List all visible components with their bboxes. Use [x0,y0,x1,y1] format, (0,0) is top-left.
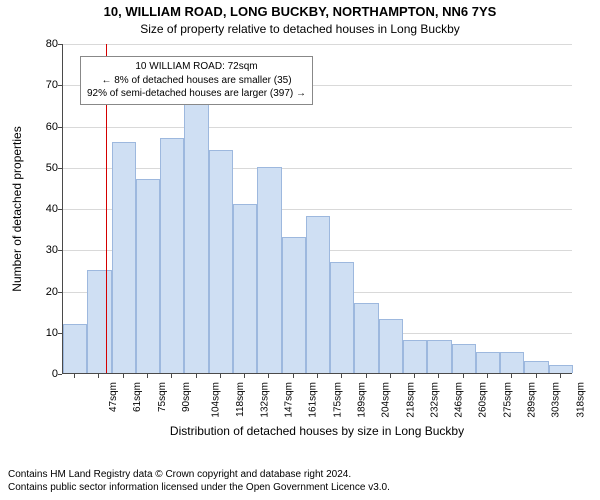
bar [354,303,378,373]
annotation-line: 10 WILLIAM ROAD: 72sqm [87,60,306,74]
y-tick-label: 50 [40,162,58,174]
x-tick-label: 161sqm [308,382,319,418]
x-tick-mark [123,374,124,378]
bar [233,204,257,373]
y-axis-label: Number of detached properties [10,126,24,291]
bar [136,179,160,373]
x-tick-mark [171,374,172,378]
bar [427,340,451,373]
footer-line-1: Contains HM Land Registry data © Crown c… [8,468,390,481]
x-tick-mark [366,374,367,378]
y-tick-label: 20 [40,286,58,298]
annotation-box: 10 WILLIAM ROAD: 72sqm← 8% of detached h… [80,56,313,105]
x-tick-label: 147sqm [284,382,295,418]
bar [476,352,500,373]
y-tick-label: 70 [40,79,58,91]
x-tick-mark [244,374,245,378]
bar [549,365,573,373]
x-tick-mark [511,374,512,378]
x-tick-label: 175sqm [332,382,343,418]
chart-title: 10, WILLIAM ROAD, LONG BUCKBY, NORTHAMPT… [0,4,600,19]
x-tick-label: 189sqm [357,382,368,418]
gridline [63,168,572,169]
x-tick-label: 275sqm [502,382,513,418]
bar [160,138,184,373]
x-tick-label: 204sqm [381,382,392,418]
annotation-line: 92% of semi-detached houses are larger (… [87,87,306,101]
x-tick-label: 232sqm [429,382,440,418]
x-tick-label: 90sqm [181,382,192,412]
y-tick-label: 30 [40,244,58,256]
x-tick-label: 132sqm [259,382,270,418]
bar [379,319,403,373]
bar [257,167,281,373]
x-tick-mark [268,374,269,378]
x-tick-mark [560,374,561,378]
gridline [63,127,572,128]
bar [452,344,476,373]
bar [306,216,330,373]
x-axis-label: Distribution of detached houses by size … [62,424,572,438]
gridline [63,44,572,45]
x-tick-label: 303sqm [551,382,562,418]
bar [63,324,87,374]
bar [403,340,427,373]
x-tick-label: 218sqm [405,382,416,418]
footer-line-2: Contains public sector information licen… [8,481,390,494]
y-tick-label: 80 [40,38,58,50]
x-tick-label: 318sqm [575,382,586,418]
y-tick-label: 0 [40,368,58,380]
x-tick-mark [98,374,99,378]
bar [282,237,306,373]
x-tick-mark [74,374,75,378]
y-tick-label: 60 [40,121,58,133]
bar [87,270,111,373]
footer-text: Contains HM Land Registry data © Crown c… [8,468,390,494]
bar [500,352,524,373]
x-tick-mark [196,374,197,378]
x-tick-mark [536,374,537,378]
x-tick-label: 260sqm [478,382,489,418]
bar [209,150,233,373]
x-tick-mark [438,374,439,378]
x-tick-mark [463,374,464,378]
y-tick-label: 40 [40,203,58,215]
x-tick-mark [414,374,415,378]
y-tick-mark [58,374,62,375]
bar [524,361,548,373]
chart-container: 10, WILLIAM ROAD, LONG BUCKBY, NORTHAMPT… [0,0,600,500]
x-tick-mark [487,374,488,378]
x-tick-mark [147,374,148,378]
bar [184,97,208,373]
x-tick-label: 61sqm [132,382,143,412]
bar [330,262,354,373]
x-tick-label: 246sqm [454,382,465,418]
x-tick-label: 289sqm [527,382,538,418]
x-tick-label: 118sqm [234,382,245,417]
x-tick-mark [293,374,294,378]
x-tick-mark [341,374,342,378]
x-tick-mark [317,374,318,378]
bar [112,142,136,373]
x-tick-mark [220,374,221,378]
annotation-line: ← 8% of detached houses are smaller (35) [87,74,306,88]
x-tick-label: 47sqm [108,382,119,412]
x-tick-label: 75sqm [157,382,168,412]
x-tick-label: 104sqm [211,382,222,418]
y-tick-label: 10 [40,327,58,339]
x-tick-mark [390,374,391,378]
chart-subtitle: Size of property relative to detached ho… [0,22,600,36]
